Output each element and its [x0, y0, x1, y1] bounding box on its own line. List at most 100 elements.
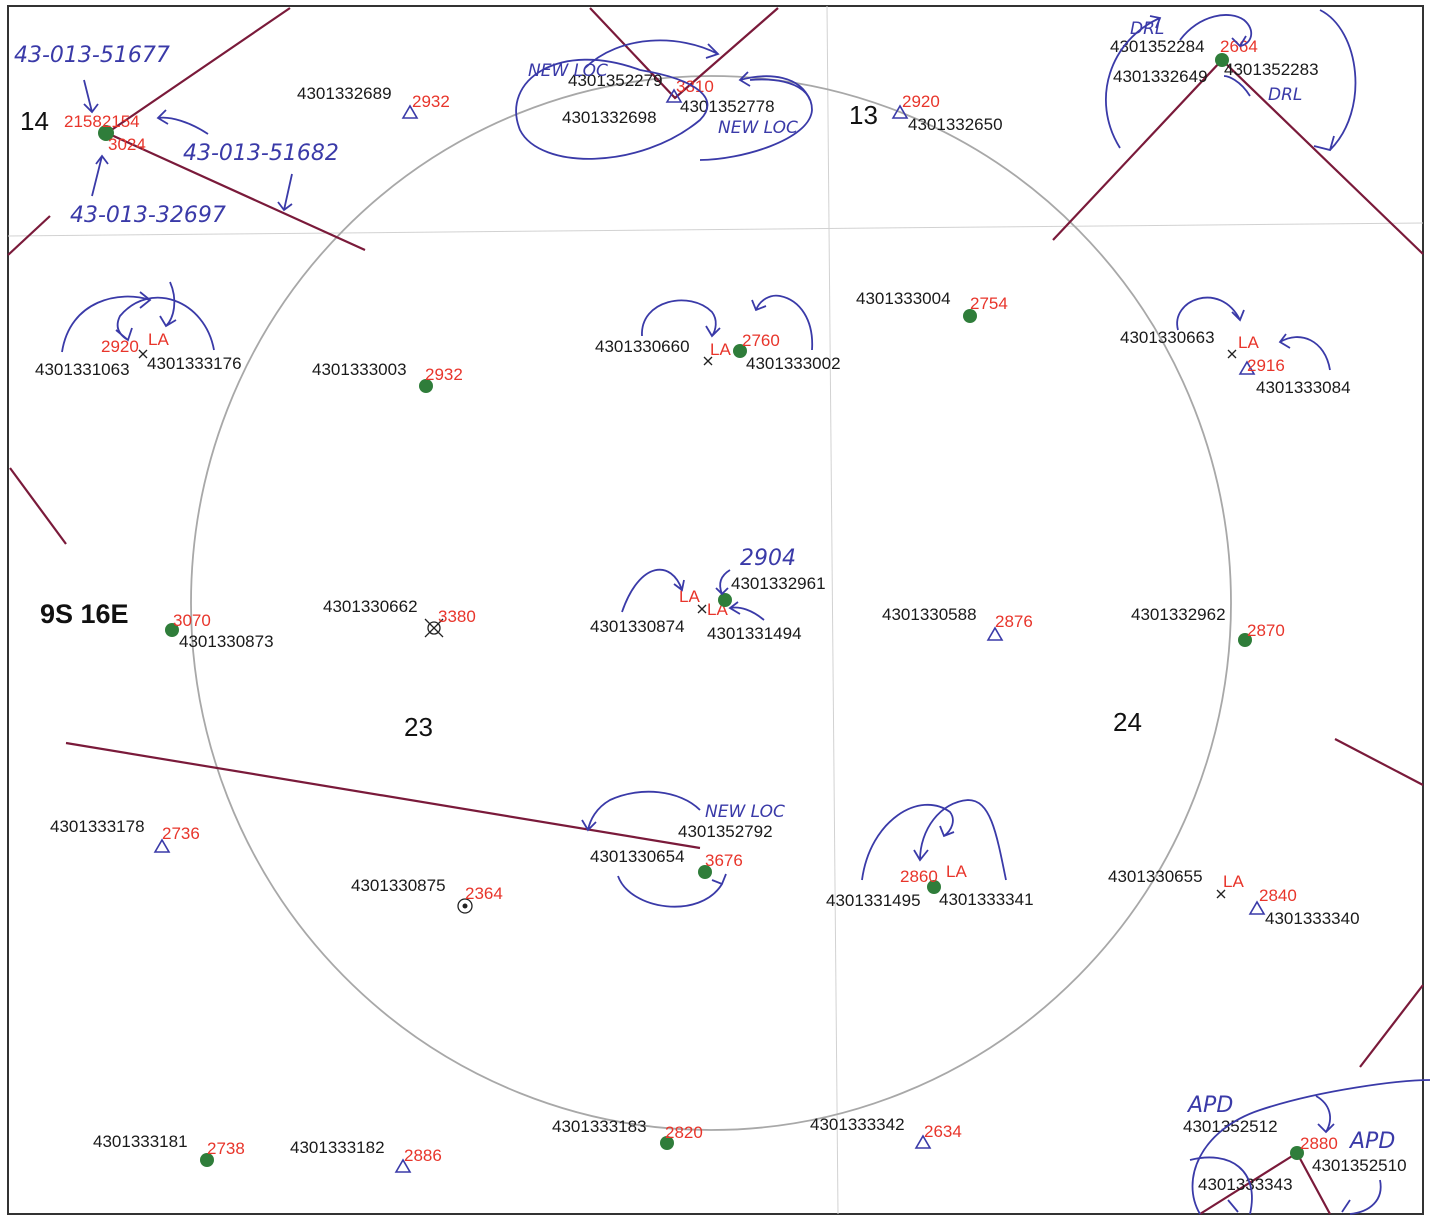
- ink-arrow: [1105, 15, 1162, 149]
- well-4301333003[interactable]: 4301333003 2932: [312, 360, 463, 393]
- well-elevation-label: 2760: [742, 331, 780, 350]
- well-4301333343[interactable]: 4301333343: [1198, 1175, 1293, 1194]
- well-4301333002[interactable]: 2760 4301333002: [733, 331, 841, 373]
- well-api-label: 4301352510: [1312, 1156, 1407, 1175]
- well-dot-icon: [698, 865, 712, 879]
- ink-arrow: [277, 173, 293, 212]
- well-4301333178[interactable]: 4301333178 2736: [50, 817, 200, 853]
- well-dot-icon: [718, 593, 732, 607]
- well-4301333176[interactable]: 4301333176: [147, 354, 242, 373]
- well-dot-icon: [733, 344, 747, 358]
- well-elevation-label: 2820: [665, 1123, 703, 1142]
- section-number-14: 14: [20, 106, 49, 136]
- ink-arrow: [1176, 296, 1245, 331]
- well-4301333182[interactable]: 4301333182 2886: [290, 1138, 442, 1173]
- well-4301330654[interactable]: 4301330654 3676: [590, 847, 743, 879]
- well-dot-icon: [165, 623, 179, 637]
- ink-loop: [1191, 1079, 1431, 1215]
- well-dot-icon: [419, 379, 433, 393]
- well-status-label: LA: [710, 340, 731, 359]
- location-triangle-icon: [986, 626, 1004, 641]
- ink-arrow: [738, 71, 811, 101]
- annotation-apd-right: APD: [1348, 1129, 1395, 1154]
- well-dot-icon: [98, 125, 114, 141]
- well-api-label: 4301332649: [1113, 67, 1208, 86]
- location-triangle-icon: [394, 1158, 412, 1173]
- ink-arrow: [715, 569, 731, 596]
- well-4301330873[interactable]: 3070 4301330873: [165, 611, 274, 651]
- well-dot-icon: [963, 309, 977, 323]
- ink-arrow: [728, 601, 765, 621]
- well-api-label: 4301333176: [147, 354, 242, 373]
- well-4301333340[interactable]: 2840 4301333340: [1248, 886, 1360, 928]
- well-dot-icon: [1290, 1146, 1304, 1160]
- ink-arrow: [641, 299, 721, 338]
- well-4301333183[interactable]: 4301333183 2820: [552, 1117, 703, 1150]
- well-4301332961[interactable]: 4301332961: [718, 574, 826, 607]
- well-api-label: 4301330874: [590, 617, 685, 636]
- ink-arrow: [156, 109, 209, 135]
- well-4301332962[interactable]: 4301332962 2870: [1131, 605, 1285, 647]
- well-4301330660[interactable]: 4301330660 LA: [595, 337, 731, 366]
- well-api-label: 4301333343: [1198, 1175, 1293, 1194]
- well-4301352283[interactable]: 4301352283: [1224, 60, 1319, 79]
- well-4301352510[interactable]: 2880 4301352510: [1290, 1134, 1407, 1175]
- section-number-24: 24: [1113, 707, 1142, 737]
- well-api-label: 4301333084: [1256, 378, 1351, 397]
- well-4301352778[interactable]: 4301352778: [680, 97, 775, 116]
- ink-arrow: [1315, 1095, 1335, 1134]
- location-triangle-icon: [401, 104, 419, 119]
- well-4301330655[interactable]: 4301330655 LA: [1108, 867, 1244, 899]
- ink-arrow: [584, 39, 720, 69]
- well-api-label: 4301332698: [562, 108, 657, 127]
- well-api-label: 4301333003: [312, 360, 407, 379]
- well-4301331495[interactable]: 4301331495 2860 LA: [826, 862, 967, 910]
- well-4301332689[interactable]: 4301332689 2932: [297, 84, 450, 119]
- well-elevation-label: 2860: [900, 867, 938, 886]
- well-elevation-label: 2754: [970, 294, 1008, 313]
- well-4301331063[interactable]: 4301331063 2920 LA: [35, 330, 169, 379]
- location-triangle-icon: [891, 104, 909, 119]
- handwritten-annotations: 43-013-51677 43-013-51682 43-013-32697 N…: [14, 9, 1431, 1215]
- well-api-label: 4301352792: [678, 822, 773, 841]
- well-elevation-label: 2634: [924, 1122, 962, 1141]
- well-4301333341[interactable]: 4301333341: [939, 890, 1034, 909]
- well-4301330662[interactable]: 4301330662 3380: [323, 597, 476, 638]
- well-4301332649[interactable]: 4301332649: [1113, 67, 1208, 86]
- well-4301352512[interactable]: 4301352512: [1183, 1117, 1278, 1136]
- annotation-drl-top: DRL: [1130, 19, 1164, 39]
- well-status-label: LA: [1223, 872, 1244, 891]
- well-4301333181[interactable]: 4301333181 2738: [93, 1132, 245, 1167]
- ink-arrow: [1278, 333, 1331, 371]
- well-4301331494[interactable]: LA 4301331494: [707, 600, 802, 643]
- well-elevation-label: 2840: [1259, 886, 1297, 905]
- well-elevation-label: 2738: [207, 1139, 245, 1158]
- la-x-icon: [703, 356, 713, 366]
- well-21582154[interactable]: 21582154 3024: [64, 112, 146, 154]
- well-4301330874[interactable]: 4301330874 LA: [590, 587, 707, 636]
- well-4301332698[interactable]: 4301332698: [562, 108, 657, 127]
- well-4301352792[interactable]: 4301352792: [678, 822, 773, 841]
- well-4301330663[interactable]: 4301330663 LA: [1120, 328, 1259, 359]
- well-api-label: 21582154: [64, 112, 140, 131]
- annotation-apd-left: APD: [1186, 1093, 1233, 1118]
- well-elevation-label: 2876: [995, 612, 1033, 631]
- annotation-api-51677: 43-013-51677: [14, 43, 170, 68]
- well-4301333004[interactable]: 4301333004 2754: [856, 289, 1008, 323]
- section-line-vertical: [826, 5, 839, 1215]
- well-4301333084[interactable]: 2916 4301333084: [1238, 356, 1351, 397]
- section-line-horizontal: [7, 222, 1424, 237]
- well-4301330875[interactable]: 4301330875 2364: [351, 876, 503, 914]
- well-api-label: 4301333002: [746, 354, 841, 373]
- ink-loop: [515, 58, 709, 160]
- well-4301332650[interactable]: 2920 4301332650: [891, 92, 1003, 134]
- well-api-label: 4301333340: [1265, 909, 1360, 928]
- well-status-label: LA: [1238, 333, 1259, 352]
- location-triangle-icon: [1238, 360, 1256, 375]
- well-4301333342[interactable]: 4301333342 2634: [810, 1115, 962, 1149]
- well-api-label: 4301352279: [568, 71, 663, 90]
- well-api-label: 4301331063: [35, 360, 130, 379]
- well-4301330588[interactable]: 4301330588 2876: [882, 605, 1033, 641]
- well-api-label: 4301332962: [1131, 605, 1226, 624]
